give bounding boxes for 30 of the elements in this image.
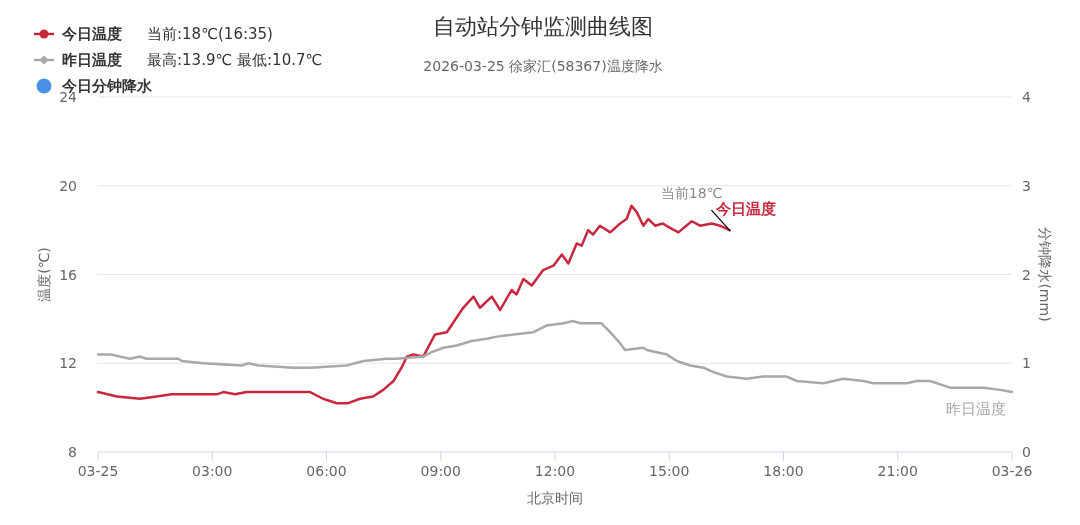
y-tick-label: 8	[68, 444, 77, 460]
x-tick-label: 03:00	[192, 463, 233, 479]
y-tick-label: 20	[59, 177, 77, 194]
y2-tick-label: 0	[1022, 444, 1031, 460]
text: 昨日温度	[946, 400, 1006, 419]
y2-tick-label: 1	[1022, 355, 1031, 372]
annotation: 当前18℃	[660, 185, 723, 202]
x-tick-label: 18:00	[763, 463, 804, 479]
legend-label: 昨日温度	[62, 51, 122, 69]
x-tick-label: 03-25	[77, 463, 119, 479]
y2-tick-label: 3	[1022, 177, 1031, 194]
x-tick-label: 06:00	[306, 463, 347, 479]
legend-label: 今日温度	[61, 25, 122, 43]
y-tick-label: 12	[59, 355, 77, 372]
y2-tick-label: 4	[1022, 89, 1031, 105]
x-tick-label: 09:00	[420, 463, 461, 479]
x-tick-label: 12:00	[534, 463, 576, 479]
chart-subtitle: 2026-03-25 徐家汇(58367)温度降水	[423, 58, 663, 74]
x-tick-label: 21:00	[877, 463, 918, 479]
y-tick-label: 16	[59, 266, 78, 283]
y2-tick-label: 2	[1022, 266, 1031, 283]
y-axis-title: 温度(℃)	[36, 247, 52, 302]
x-axis-title: 北京时间	[527, 490, 583, 506]
x-tick-label: 15:00	[649, 463, 690, 479]
text: 今日温度	[716, 200, 777, 219]
y2-axis-title: 分钟降水(mm)	[1037, 227, 1053, 322]
text: 最高:13.9℃ 最低:10.7℃	[147, 51, 323, 69]
chart-title: 自动站分钟监测曲线图	[433, 14, 653, 39]
x-tick-label: 03-26	[991, 463, 1033, 479]
text: 当前:18℃(16:35)	[147, 25, 273, 43]
